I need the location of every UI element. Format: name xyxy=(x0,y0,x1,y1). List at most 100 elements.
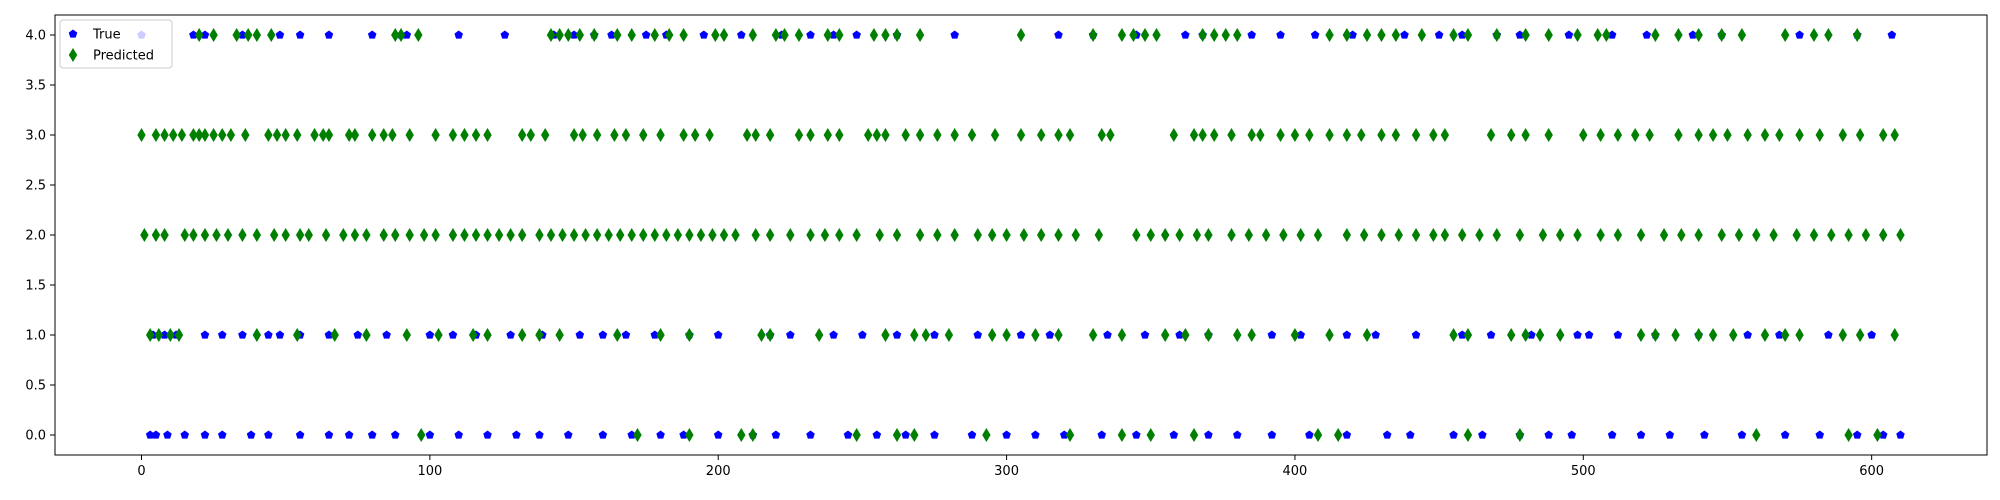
predicted-point xyxy=(460,128,469,142)
predicted-point xyxy=(517,128,527,142)
predicted-point xyxy=(1538,228,1548,242)
true-point xyxy=(1737,430,1747,439)
true-point xyxy=(973,330,983,339)
predicted-point xyxy=(621,128,631,142)
predicted-point xyxy=(1844,228,1853,242)
predicted-point xyxy=(281,228,290,242)
predicted-point xyxy=(1227,228,1236,242)
true-point xyxy=(500,30,510,39)
true-point xyxy=(1059,430,1069,439)
predicted-point xyxy=(1313,428,1323,442)
predicted-point xyxy=(881,128,890,142)
true-point xyxy=(950,30,959,39)
true-point xyxy=(1515,30,1525,39)
predicted-point xyxy=(350,128,360,142)
predicted-point xyxy=(933,228,942,242)
predicted-point xyxy=(1838,128,1848,142)
predicted-point xyxy=(1132,228,1141,242)
predicted-point xyxy=(1717,28,1726,42)
predicted-point xyxy=(558,228,567,242)
legend-marker-predicted xyxy=(68,48,78,62)
predicted-point xyxy=(321,228,331,242)
predicted-point xyxy=(177,128,187,142)
predicted-point xyxy=(209,28,218,42)
predicted-point xyxy=(1210,128,1219,142)
true-point xyxy=(872,430,882,439)
true-point xyxy=(217,430,227,439)
predicted-point xyxy=(209,128,218,142)
predicted-point xyxy=(1515,228,1525,242)
true-point xyxy=(1607,30,1617,39)
predicted-point xyxy=(1752,228,1761,242)
predicted-point xyxy=(267,28,276,42)
predicted-point xyxy=(448,228,458,242)
true-point xyxy=(1371,330,1380,339)
predicted-point xyxy=(1305,128,1314,142)
predicted-point xyxy=(460,228,469,242)
true-point xyxy=(1305,430,1314,439)
predicted-point xyxy=(160,128,169,142)
predicted-point xyxy=(685,428,694,442)
true-point xyxy=(1348,30,1357,39)
predicted-point xyxy=(1674,28,1683,42)
x-tick-label: 100 xyxy=(417,464,442,479)
true-point xyxy=(1564,30,1574,39)
true-point xyxy=(454,30,463,39)
predicted-point xyxy=(915,128,925,142)
predicted-point xyxy=(1094,228,1104,242)
true-point xyxy=(1527,330,1536,339)
true-point xyxy=(1382,430,1392,439)
true-point xyxy=(1486,330,1496,339)
true-point xyxy=(200,330,210,339)
predicted-point xyxy=(1088,328,1098,342)
true-point xyxy=(1296,330,1305,339)
predicted-point xyxy=(1097,128,1106,142)
predicted-point xyxy=(1752,428,1761,442)
true-point xyxy=(367,430,377,439)
predicted-point xyxy=(982,428,991,442)
true-point xyxy=(1613,330,1623,339)
predicted-point xyxy=(665,28,674,42)
predicted-point xyxy=(1210,28,1219,42)
predicted-point xyxy=(613,28,622,42)
true-point xyxy=(641,30,651,39)
true-point xyxy=(1636,430,1646,439)
predicted-point xyxy=(820,228,830,242)
predicted-point xyxy=(1054,328,1063,342)
predicted-point xyxy=(1140,28,1150,42)
predicted-point xyxy=(1088,28,1098,42)
predicted-point xyxy=(1556,328,1565,342)
predicted-point xyxy=(592,128,602,142)
predicted-point xyxy=(1645,128,1654,142)
true-point xyxy=(1140,330,1150,339)
predicted-point xyxy=(1734,228,1744,242)
true-point xyxy=(275,330,285,339)
predicted-point xyxy=(226,128,236,142)
predicted-point xyxy=(973,228,982,242)
predicted-point xyxy=(731,228,740,242)
predicted-point xyxy=(685,328,694,342)
predicted-point xyxy=(362,228,371,242)
predicted-point xyxy=(1694,328,1703,342)
true-point xyxy=(806,430,815,439)
predicted-point xyxy=(212,228,221,242)
true-point xyxy=(829,330,838,339)
predicted-point xyxy=(1002,328,1011,342)
predicted-point xyxy=(590,28,599,42)
predicted-point xyxy=(1515,428,1525,442)
predicted-point xyxy=(1671,328,1680,342)
predicted-point xyxy=(1463,328,1473,342)
y-tick-label: 0.0 xyxy=(25,429,46,444)
predicted-point xyxy=(1129,28,1138,42)
true-point xyxy=(1642,30,1652,39)
predicted-point xyxy=(806,128,815,142)
predicted-point xyxy=(448,128,458,142)
predicted-point xyxy=(402,328,411,342)
predicted-point xyxy=(751,228,760,242)
true-point xyxy=(1054,30,1063,39)
predicted-point xyxy=(396,28,406,42)
predicted-point xyxy=(1890,128,1899,142)
predicted-point xyxy=(324,128,334,142)
predicted-point xyxy=(823,128,832,142)
predicted-point xyxy=(1521,28,1530,42)
